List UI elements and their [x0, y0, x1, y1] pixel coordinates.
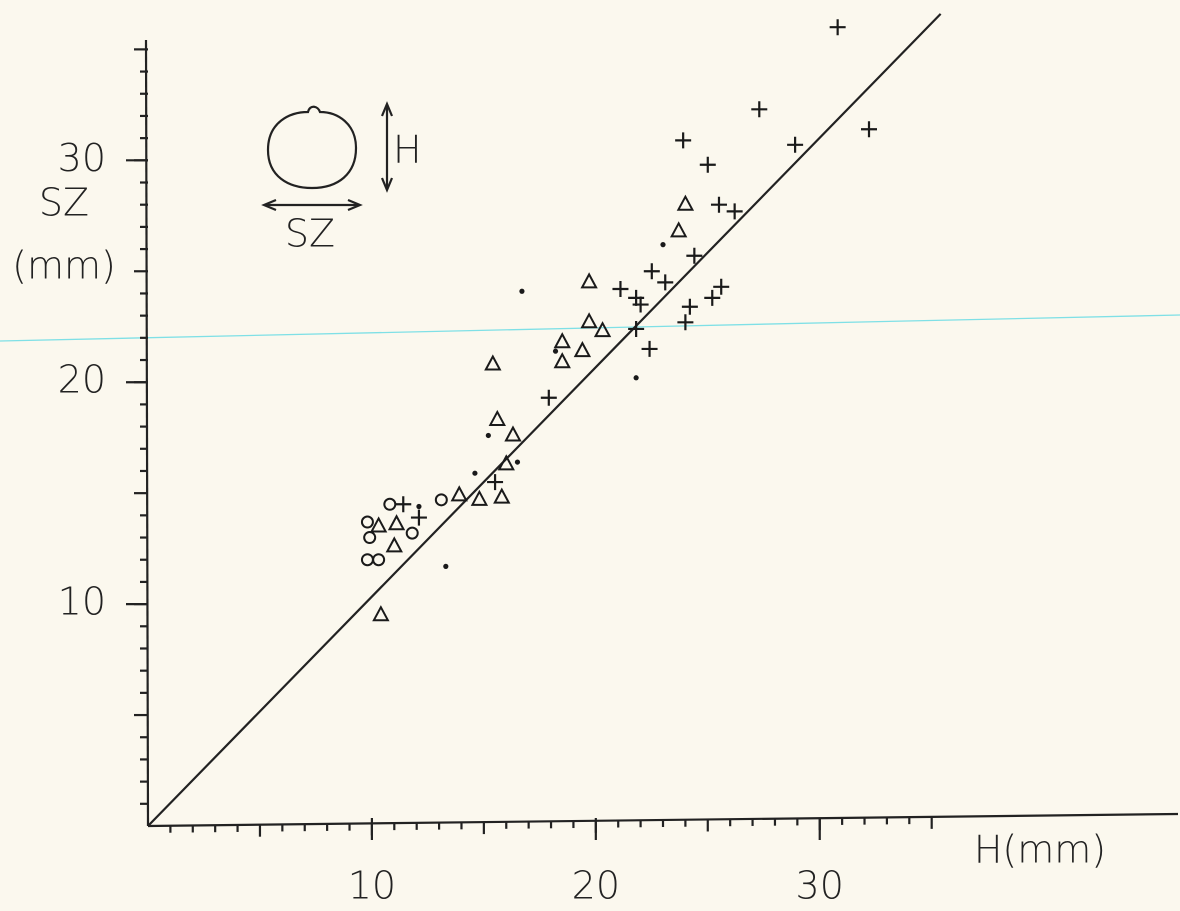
- point-triangle: [484, 354, 502, 371]
- x-tick-label: 20: [572, 864, 620, 908]
- point-triangle: [372, 605, 390, 622]
- point-dot: [519, 288, 525, 294]
- point-circle: [405, 526, 419, 540]
- point-plus: [787, 136, 804, 153]
- y-tick-label: 10: [58, 580, 106, 624]
- point-triangle: [450, 485, 468, 502]
- x-axis-label: H(mm): [974, 828, 1106, 872]
- point-triangle: [669, 221, 688, 238]
- point-triangle: [470, 489, 489, 506]
- point-plus: [657, 274, 674, 291]
- point-circle: [363, 531, 377, 545]
- point-plus: [677, 314, 694, 331]
- point-plus: [829, 19, 846, 36]
- point-plus: [699, 156, 716, 173]
- point-triangle: [553, 332, 571, 349]
- point-circle: [372, 553, 386, 567]
- point-dot: [660, 242, 666, 248]
- point-dot: [416, 503, 422, 510]
- point-triangle: [369, 516, 388, 533]
- point-plus: [643, 263, 660, 280]
- inset-shell: [261, 101, 394, 212]
- point-triangle: [593, 321, 612, 338]
- point-triangle: [504, 425, 522, 442]
- point-plus: [726, 203, 743, 220]
- point-plus: [686, 247, 703, 264]
- inset-label: SZ: [285, 212, 335, 256]
- point-triangle: [573, 341, 592, 358]
- point-dot: [633, 375, 639, 381]
- point-triangle: [385, 536, 403, 553]
- point-circle: [383, 497, 397, 511]
- point-circle: [434, 493, 448, 507]
- point-plus: [704, 289, 721, 306]
- point-triangle: [676, 194, 695, 211]
- point-plus: [540, 389, 557, 406]
- point-plus: [612, 281, 629, 298]
- y-axis-label: (mm): [12, 244, 116, 288]
- x-tick-label: 30: [796, 864, 844, 908]
- point-dot: [552, 348, 559, 354]
- reference-line: [147, 13, 942, 827]
- point-plus: [487, 474, 504, 491]
- point-plus: [675, 132, 692, 149]
- point-plus: [861, 121, 877, 138]
- point-triangle: [580, 272, 598, 289]
- point-triangle: [488, 409, 506, 426]
- y-axis-label: SZ: [39, 181, 89, 225]
- point-dot: [443, 563, 449, 569]
- point-plus: [632, 296, 649, 313]
- point-triangle: [553, 352, 571, 369]
- point-plus: [713, 278, 730, 295]
- point-plus: [751, 101, 768, 118]
- point-circle: [360, 553, 374, 567]
- point-plus: [681, 298, 698, 315]
- point-triangle: [493, 487, 511, 504]
- y-tick-label: 20: [58, 358, 106, 402]
- point-plus: [710, 196, 727, 213]
- point-circle: [360, 515, 374, 529]
- point-triangle: [580, 312, 598, 329]
- point-plus: [641, 340, 658, 357]
- point-dot: [472, 470, 478, 476]
- y-axis: [144, 39, 150, 827]
- point-plus: [410, 509, 427, 526]
- point-plus: [395, 496, 412, 513]
- point-dot: [485, 432, 491, 439]
- point-triangle: [497, 454, 515, 471]
- inset-label: H: [393, 128, 422, 172]
- y-tick-label: 30: [58, 136, 106, 180]
- x-tick-label: 10: [348, 864, 396, 908]
- point-plus: [628, 320, 645, 337]
- point-triangle: [387, 514, 406, 531]
- point-dot: [514, 459, 521, 465]
